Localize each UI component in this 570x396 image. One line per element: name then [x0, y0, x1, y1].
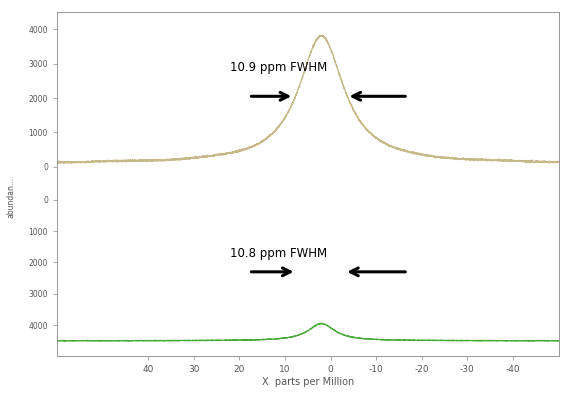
Text: abundan...: abundan...	[7, 177, 16, 219]
Text: 10.9 ppm FWHM: 10.9 ppm FWHM	[230, 61, 328, 74]
Text: 10.8 ppm FWHM: 10.8 ppm FWHM	[230, 247, 327, 259]
X-axis label: X  parts per Million: X parts per Million	[262, 377, 354, 387]
